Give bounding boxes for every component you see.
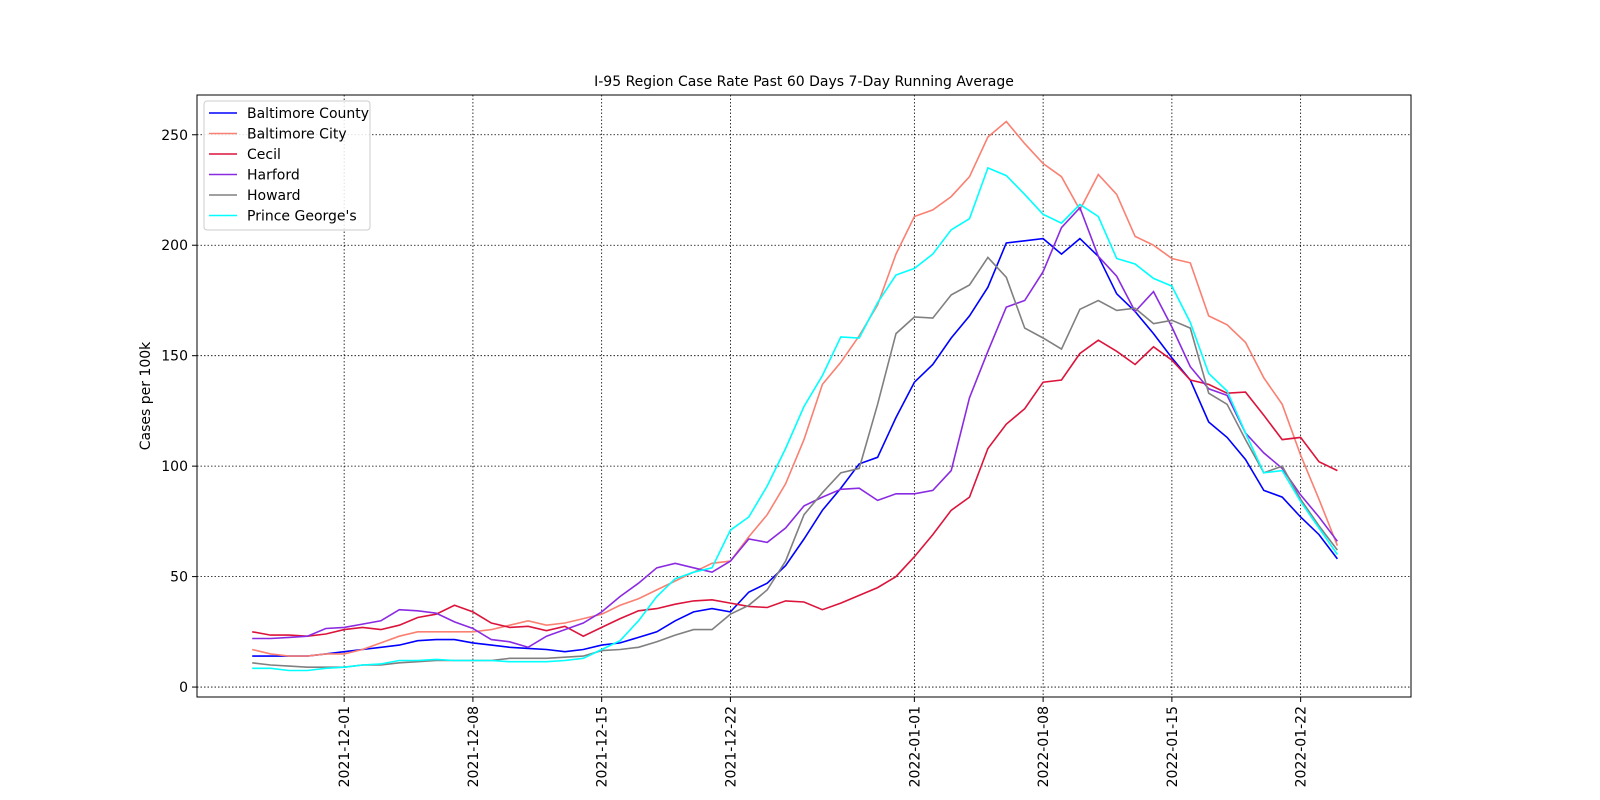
series-line [252, 166, 1339, 672]
y-tick-label: 100 [161, 459, 188, 475]
y-tick-label: 250 [161, 128, 188, 144]
series-line [252, 237, 1339, 657]
legend-label: Baltimore City [247, 127, 347, 143]
legend-label: Baltimore County [247, 106, 369, 122]
series-line [252, 339, 1338, 638]
x-tick-label: 2021-12-08 [466, 706, 482, 787]
legend-label: Cecil [247, 147, 281, 163]
series-line [252, 120, 1339, 657]
chart-title: I-95 Region Case Rate Past 60 Days 7-Day… [594, 74, 1014, 90]
y-tick-label: 50 [170, 570, 188, 586]
series-line [252, 256, 1339, 669]
y-axis-label: Cases per 100k [138, 341, 154, 450]
x-tick-label: 2021-12-15 [595, 706, 611, 787]
x-tick-label: 2021-12-22 [723, 706, 739, 787]
y-tick-label: 0 [179, 680, 188, 696]
x-tick-label: 2022-01-01 [907, 706, 923, 787]
legend-label: Harford [247, 168, 300, 184]
y-tick-label: 150 [161, 349, 188, 365]
x-tick-label: 2022-01-22 [1294, 706, 1310, 787]
x-tick-label: 2022-01-15 [1165, 706, 1181, 787]
legend-label: Prince George's [247, 209, 357, 225]
x-tick-label: 2022-01-08 [1036, 706, 1052, 787]
series-line [252, 206, 1339, 649]
legend-label: Howard [247, 188, 301, 204]
x-tick-label: 2021-12-01 [337, 706, 353, 787]
legend-box [203, 100, 371, 231]
y-tick-label: 200 [161, 238, 188, 254]
plot-frame [196, 94, 1412, 698]
legend: Baltimore County Baltimore City Cecil Harfo… [203, 100, 371, 231]
